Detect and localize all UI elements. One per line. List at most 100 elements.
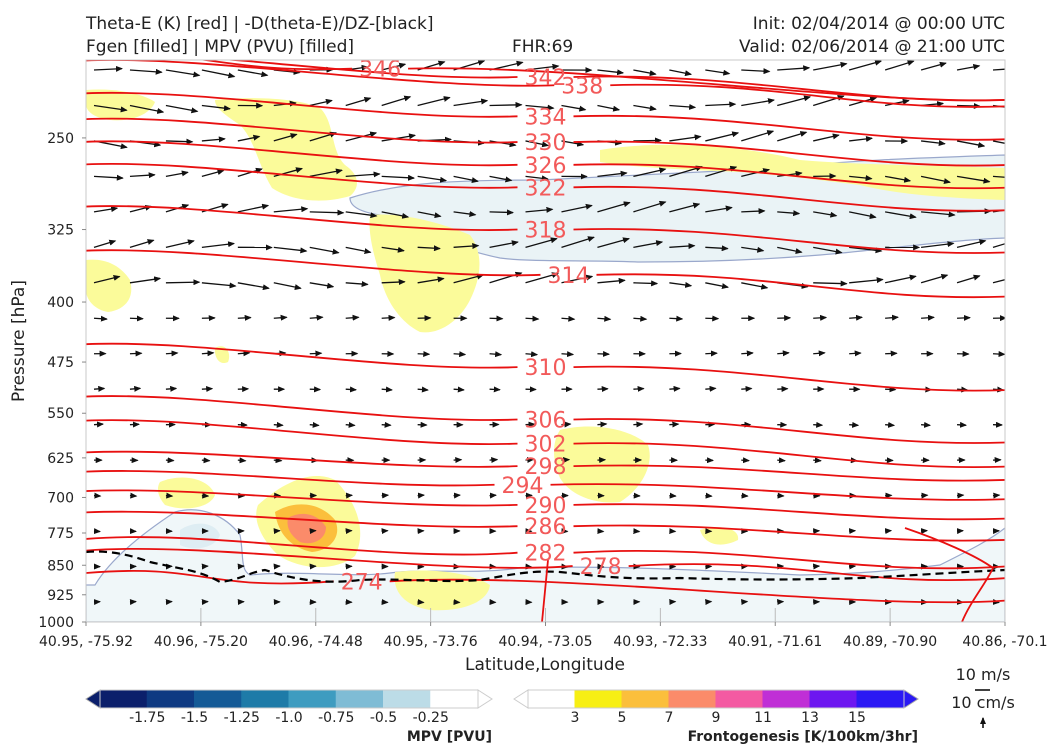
theta-e-label: 338: [561, 74, 603, 99]
wind-arrow: [525, 140, 550, 148]
theta-e-label: 330: [525, 131, 567, 156]
wind-arrow: [165, 69, 201, 78]
wind-arrow: [849, 421, 860, 428]
theta-e-line: [86, 569, 1005, 604]
wind-arrow: [669, 281, 693, 288]
wind-arrow: [165, 170, 189, 178]
mpv-colorbar-frame: [99, 689, 479, 709]
wind-arrow: [201, 350, 215, 357]
wind-arrow: [453, 98, 489, 107]
y-tick-label: 700: [47, 490, 74, 506]
wind-arrow: [669, 385, 681, 392]
wind-arrow: [992, 279, 1005, 284]
mpv-colorbar-segment: [288, 689, 337, 709]
init-time: Init: 02/04/2014 @ 00:00 UTC: [752, 14, 1005, 34]
wind-arrow: [669, 421, 680, 428]
wind-arrow: [813, 280, 848, 287]
mpv-colorbar-segment: [194, 689, 243, 709]
wind-arrow: [201, 69, 236, 79]
x-axis-label: Latitude,Longitude: [465, 655, 625, 675]
wind-arrow: [633, 315, 648, 322]
x-tick-label: 40.91, -71.61: [728, 634, 822, 650]
wind-arrow: [273, 421, 284, 428]
wind-arrow: [741, 385, 753, 392]
wind-arrow: [633, 421, 644, 428]
wind-arrow: [525, 351, 539, 358]
wind-arrow: [417, 245, 441, 252]
wind-arrow: [453, 273, 485, 284]
wind-arrow: [309, 421, 320, 428]
wind-arrow: [525, 63, 560, 71]
wind-arrow: [417, 211, 442, 219]
wind-arrow: [597, 277, 626, 284]
wind-arrow: [453, 351, 467, 358]
wind-arrow: [669, 103, 697, 110]
wind-arrow: [345, 171, 381, 178]
fgen-colorbar: 3 5 7 9 11 13 15: [513, 689, 919, 726]
wind-arrow: [920, 61, 947, 71]
theta-e-label: 278: [580, 555, 622, 580]
wind-arrow: [381, 246, 405, 253]
wind-arrow: [956, 175, 991, 184]
wind-arrow: [741, 208, 766, 215]
wind-arrow: [309, 314, 324, 321]
wind-arrow: [525, 272, 559, 284]
theta-e-label: 306: [525, 409, 567, 434]
wind-arrow: [309, 246, 340, 255]
wind-arrow: [489, 209, 514, 216]
wind-arrow: [705, 101, 737, 108]
wind-arrow: [273, 206, 309, 213]
wind-arrow: [669, 243, 696, 250]
theta-e-line: [86, 510, 1005, 542]
mpv-colorbar: -1.75 -1.5 -1.25 -1.0 -0.75 -0.5 -0.25: [85, 689, 493, 726]
wind-arrow: [992, 243, 1005, 248]
mpv-colorbar-segment: [146, 689, 195, 709]
wind-arrow: [921, 421, 932, 428]
theta-e-label: 274: [341, 570, 383, 595]
y-tick-label: 550: [47, 406, 74, 422]
mpv-colorbar-tick: -0.25: [413, 710, 449, 726]
theta-e-line: [86, 536, 1005, 570]
wind-arrow: [93, 239, 117, 248]
wind-arrow: [309, 98, 333, 107]
y-axis-label: Pressure [hPa]: [9, 280, 29, 402]
wind-arrow: [309, 350, 323, 357]
wind-arrow: [992, 492, 1001, 499]
wind-arrow: [561, 351, 575, 358]
wind-arrow: [165, 104, 199, 114]
theta-e-line: [86, 205, 1005, 254]
fgen-colorbar-segment: [621, 689, 670, 709]
wind-arrow: [885, 314, 899, 321]
wind-arrow: [777, 385, 789, 392]
wind-arrow: [201, 169, 225, 178]
fgen-colorbar-tick: 3: [571, 710, 580, 726]
wind-arrow: [525, 315, 540, 322]
wind-arrow: [489, 457, 499, 463]
theta-e-labels: 3423383463343303263223183143103063022982…: [341, 58, 622, 596]
fgen-colorbar-tick: 7: [665, 710, 674, 726]
wind-arrow: [705, 282, 729, 290]
wind-arrow: [273, 282, 302, 291]
fgen-colorbar-segment: [715, 689, 764, 709]
wind-arrow: [165, 239, 195, 248]
wind-arrow: [273, 133, 298, 142]
theta-e-label: 334: [525, 105, 567, 130]
wind-arrow: [129, 276, 162, 284]
x-tick-label: 40.96, -74.48: [269, 634, 363, 650]
wind-arrow: [705, 69, 731, 76]
wind-arrow: [273, 457, 283, 464]
wind-arrow: [777, 246, 803, 254]
fgen-colorbar-label: Frontogenesis [K/100km/3hr]: [688, 729, 918, 745]
wind-arrow: [956, 239, 987, 248]
theta-e-line: [86, 342, 1005, 392]
red-right-contour: [904, 527, 995, 622]
fgen-colorbar-segment: [527, 689, 576, 709]
wind-arrow: [417, 386, 429, 393]
wind-arrow: [885, 211, 917, 220]
wind-arrow: [884, 98, 910, 107]
wind-arrow: [237, 350, 251, 357]
wind-arrow: [777, 95, 812, 107]
wind-arrow: [129, 104, 165, 114]
wind-arrow: [849, 211, 877, 219]
wind-arrow: [237, 282, 270, 291]
